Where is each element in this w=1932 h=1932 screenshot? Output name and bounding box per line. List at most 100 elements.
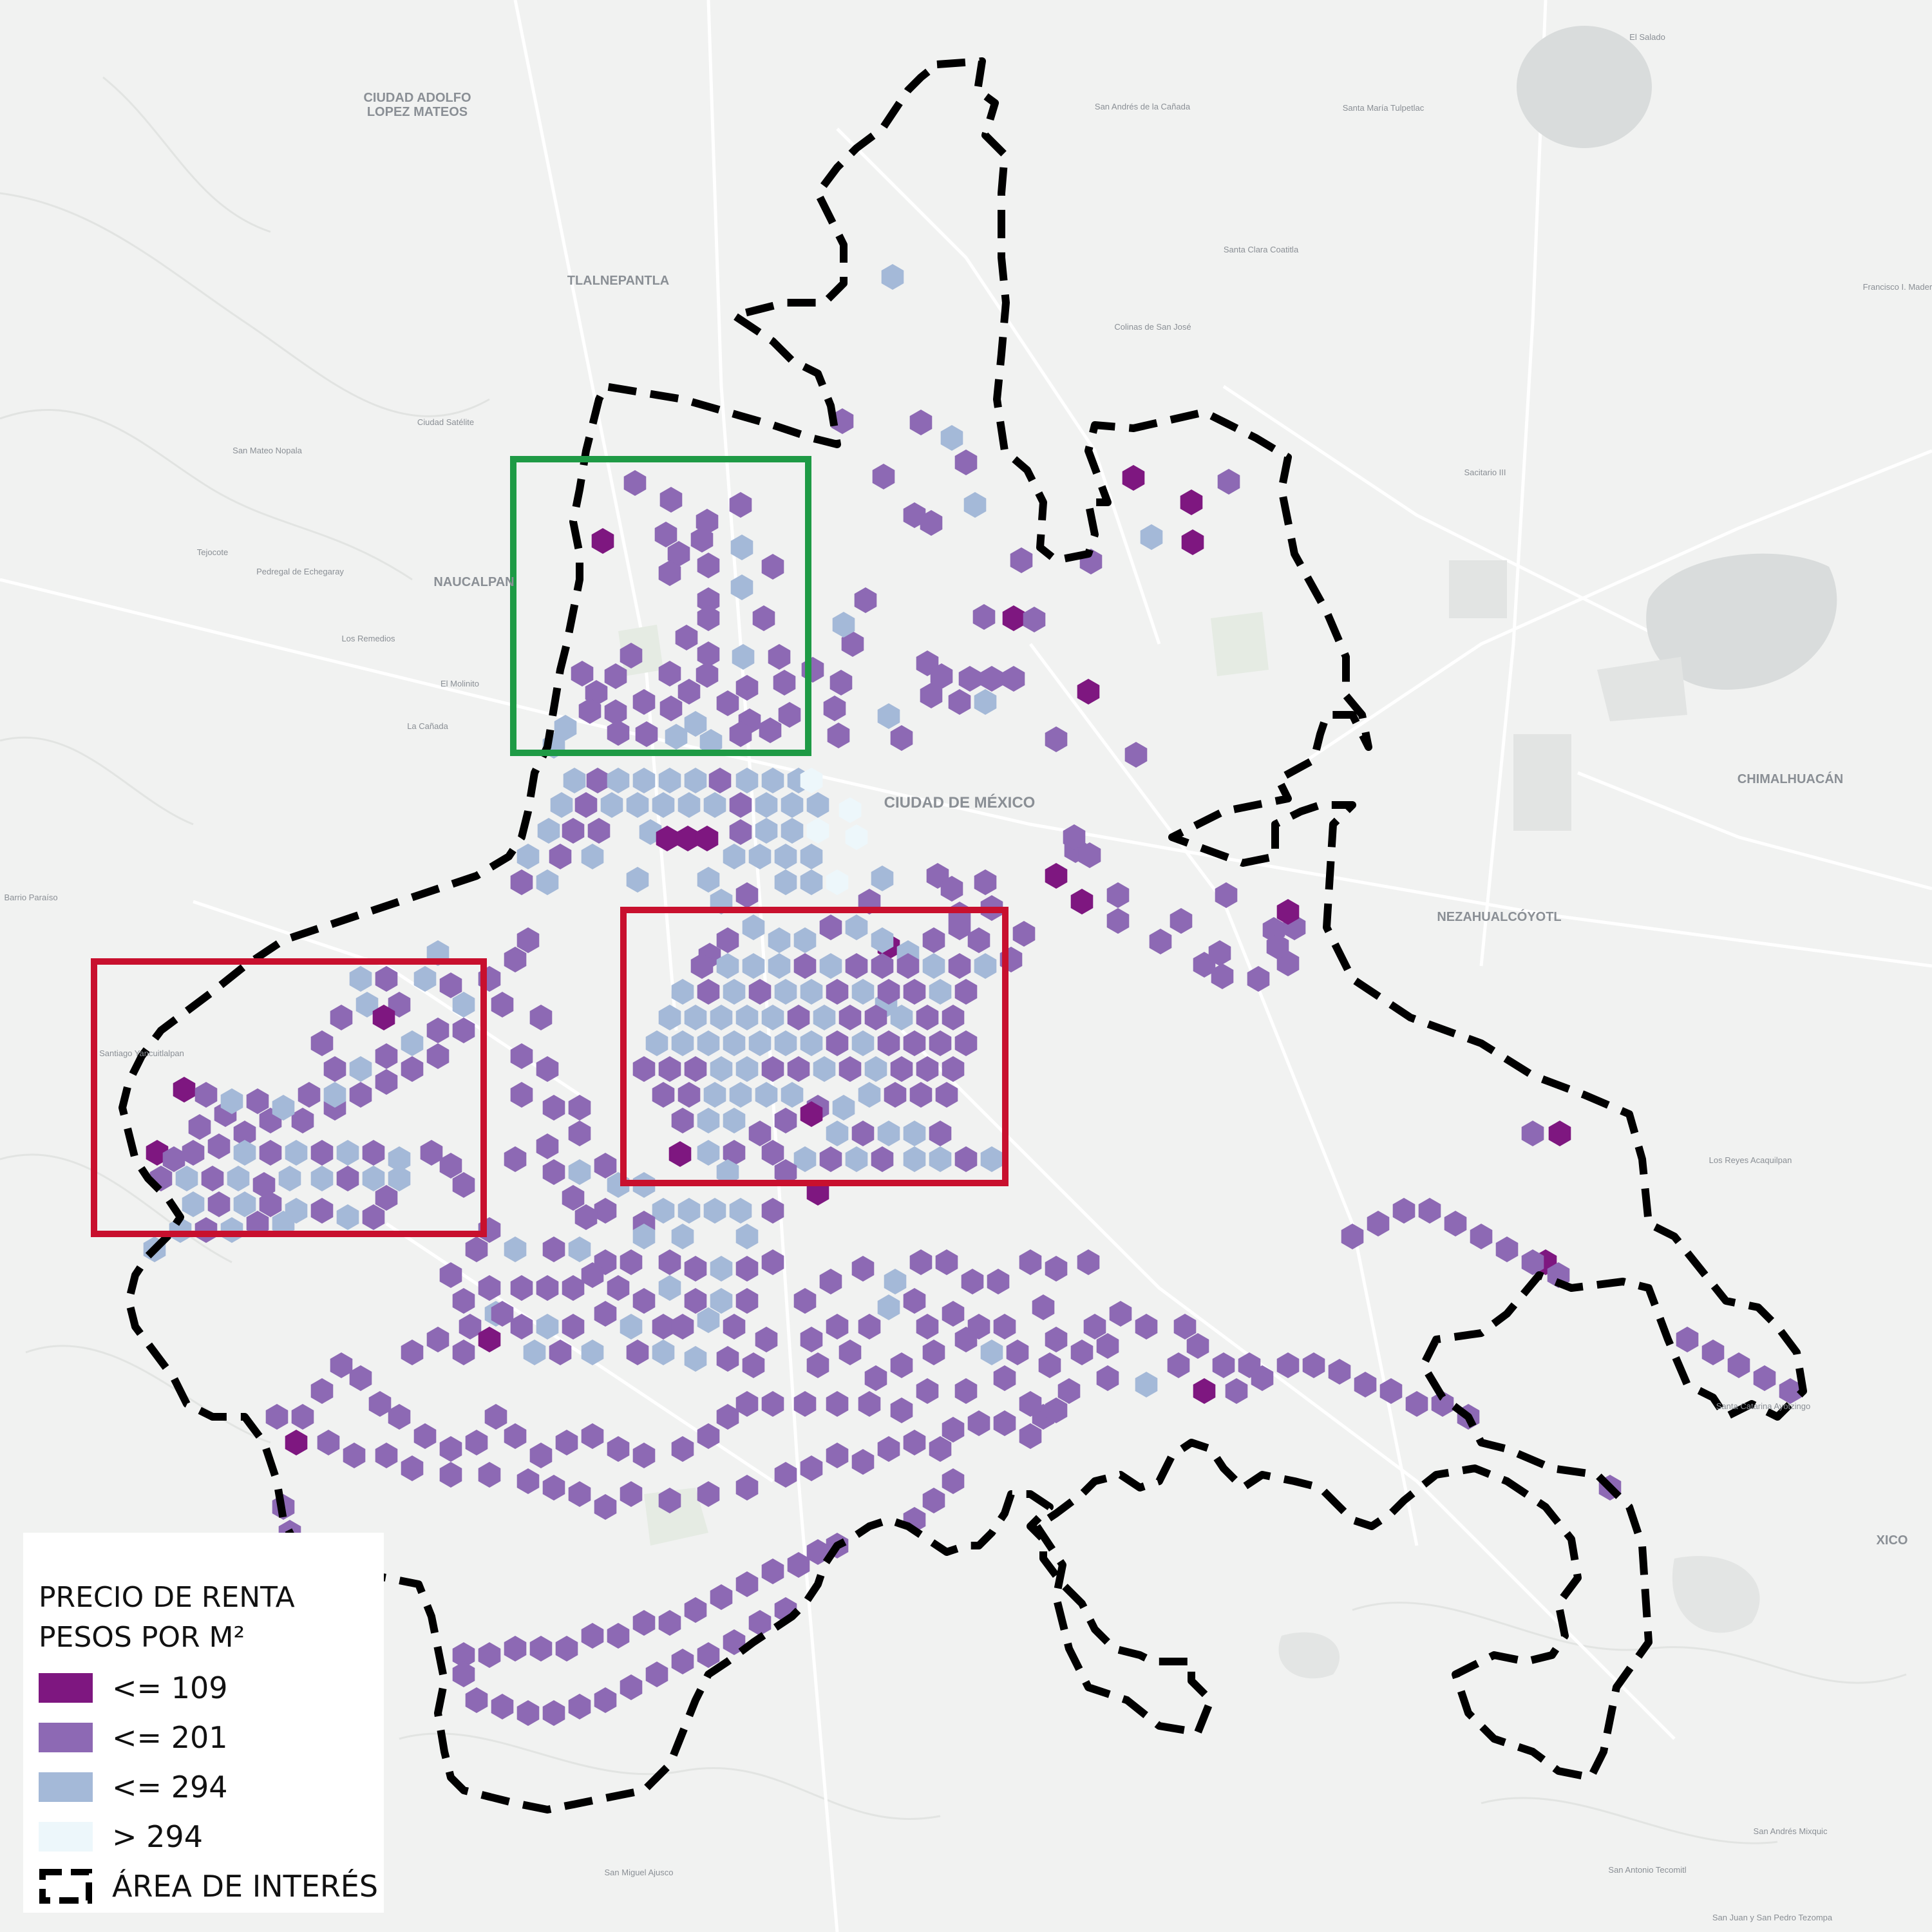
hexbin-cell <box>310 1140 334 1166</box>
hexbin-cell <box>401 1030 424 1056</box>
hexbin-cell <box>632 1443 656 1468</box>
hexbin-cell <box>554 715 577 741</box>
hexbin-cell <box>752 605 775 631</box>
hexbin-cell <box>716 953 739 979</box>
hexbin-cell <box>578 698 601 724</box>
hexbin-cell <box>504 1423 527 1449</box>
hexbin-cell <box>1266 934 1289 960</box>
hexbin-cell <box>336 1204 359 1230</box>
hexbin-cell <box>639 819 662 845</box>
hexbin-cell <box>562 1314 585 1340</box>
hexbin-cell <box>574 1204 598 1230</box>
hexbin-cell <box>1418 1198 1441 1224</box>
hexbin-cell <box>1495 1236 1519 1262</box>
hexbin-cell <box>961 1269 984 1294</box>
hexbin-cell <box>826 1391 849 1417</box>
hexbin-cell <box>823 696 846 721</box>
hexbin-cell <box>890 1056 913 1082</box>
hexbin-cell <box>1701 1340 1725 1365</box>
hexbin-cell <box>529 1005 553 1030</box>
hexbin-cell <box>735 1256 759 1282</box>
hexbin-cell <box>903 1430 926 1455</box>
hexbin-cell <box>671 1314 694 1340</box>
hexbin-cell <box>697 1140 720 1166</box>
hexbin-cell <box>980 666 1003 692</box>
hexbin-cell <box>677 1198 701 1224</box>
hexbin-cell <box>620 1314 643 1340</box>
hexbin-cell <box>800 979 823 1005</box>
legend-item-class-1: <= 109 <box>39 1663 384 1712</box>
hexbin-cell <box>529 1443 553 1468</box>
hexbin-cell <box>699 729 723 755</box>
hexbin-cell <box>665 724 688 750</box>
hexbin-cell <box>929 1121 952 1146</box>
hexbin-cell <box>723 1030 746 1056</box>
hexbin-cell <box>729 819 752 845</box>
hexbin-cell <box>710 1256 733 1282</box>
hexbin-cell <box>1181 529 1204 555</box>
hexbin-cell <box>310 1378 334 1404</box>
hexbin-cell <box>890 1352 913 1378</box>
hexbin-cell <box>652 792 675 818</box>
hexbin-cell <box>922 953 945 979</box>
hexbin-cell <box>903 1288 926 1314</box>
hexbin-cell <box>909 1082 933 1108</box>
hexbin-cell <box>922 927 945 953</box>
hexbin-cell <box>375 1443 398 1468</box>
hexbin-cell <box>658 768 681 793</box>
hexbin-cell <box>420 1140 443 1166</box>
label-ciudad-de-mexico: CIUDAD DE MÉXICO <box>884 793 1036 811</box>
hexbin-cell <box>510 1043 533 1069</box>
hexbin-cell <box>1302 1352 1325 1378</box>
hexbin-cell <box>1077 1249 1100 1275</box>
hexbin-cell <box>710 1288 733 1314</box>
hexbin-cell <box>755 818 778 844</box>
hexbin-cell <box>581 1340 604 1365</box>
hexbin-cell <box>806 1539 829 1565</box>
hexbin-cell <box>768 644 791 670</box>
hexbin-cell <box>659 487 683 513</box>
hexbin-cell <box>929 1030 952 1056</box>
hexbin-cell <box>478 1275 501 1301</box>
hexbin-cell <box>401 1056 424 1082</box>
hexbin-cell <box>884 1269 907 1294</box>
hexbin-cell <box>594 1301 617 1327</box>
hexbin-cell <box>349 966 372 992</box>
hexbin-cell <box>1251 1365 1274 1391</box>
hexbin-cell <box>684 1597 707 1623</box>
hexbin-cell <box>967 927 990 953</box>
hexbin-cell <box>426 1043 450 1069</box>
hexbin-cell <box>813 1056 836 1082</box>
hexbin-cell <box>916 1005 939 1030</box>
hexbin-cell <box>1276 1352 1300 1378</box>
hexbin-cell <box>826 869 849 895</box>
hexbin-cell <box>871 1146 894 1172</box>
label-santiago-yancuitlalpan: Santiago Yancuitlalpan <box>99 1048 184 1058</box>
legend: PRECIO DE RENTA PESOS POR M² <= 109 <= 2… <box>23 1533 384 1913</box>
hexbin-cell <box>298 1082 321 1108</box>
hexbin-cell <box>594 1494 617 1520</box>
hexbin-cell <box>793 1146 817 1172</box>
hexbin-cell <box>871 953 894 979</box>
hexbin-cell <box>980 1146 1003 1172</box>
hexbin-cell <box>607 768 630 793</box>
label-pedregal: Pedregal de Echegaray <box>256 567 344 576</box>
hexbin-cell <box>537 818 560 844</box>
hexbin-cell <box>1038 1352 1061 1378</box>
hexbin-cell <box>375 966 398 992</box>
terrain-layer <box>0 76 1907 1844</box>
hexbin-cell <box>658 1249 681 1275</box>
hexbin-cell <box>800 768 823 793</box>
hexbin-cell <box>963 492 987 518</box>
hexbin-cell <box>929 1146 952 1172</box>
hexbin-cell <box>877 703 900 729</box>
label-san-antonio-tecomitl: San Antonio Tecomitl <box>1608 1865 1686 1875</box>
hexbin-cell <box>922 1340 945 1365</box>
hexbin-cell <box>1247 966 1270 992</box>
hexbin-cell <box>954 1378 978 1404</box>
legend-item-class-4: > 294 <box>39 1812 384 1861</box>
hexbin-cell <box>958 666 981 692</box>
hexbin-cell <box>748 844 772 869</box>
hexbin-cell <box>491 1694 514 1719</box>
hexbin-cell <box>563 768 586 793</box>
